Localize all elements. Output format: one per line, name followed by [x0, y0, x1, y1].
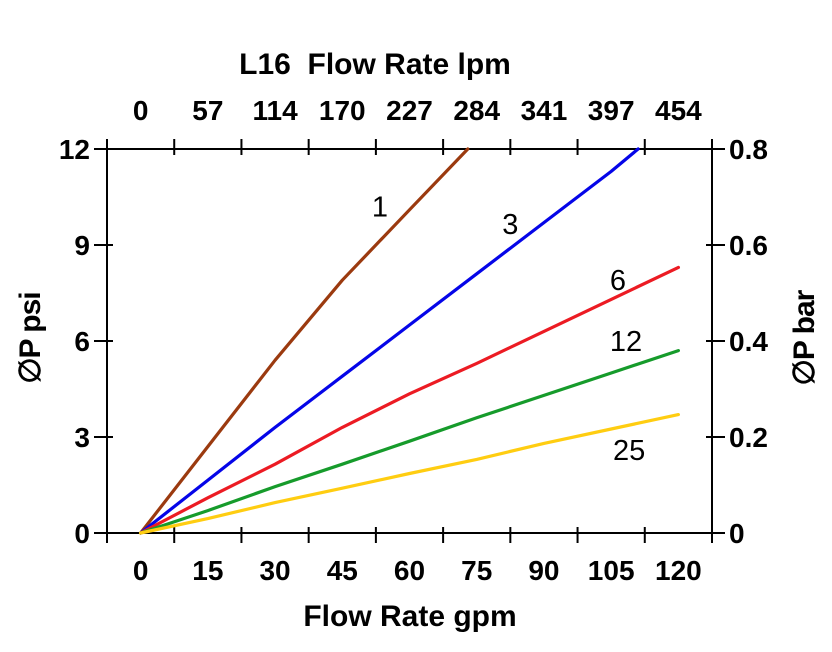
x-tick-label-top-0: 0	[133, 95, 149, 126]
x-tick-label-bottom-2: 30	[259, 555, 290, 586]
y-tick-label-right-4: 0	[729, 518, 745, 549]
y-axis-title-right: ∅P bar	[788, 290, 821, 386]
x-tick-label-top-8: 454	[655, 95, 702, 126]
series-line-12	[139, 349, 681, 535]
y-tick-label-left-2: 6	[74, 326, 90, 357]
x-axis-title: Flow Rate gpm	[303, 600, 517, 633]
x-tick-label-top-3: 170	[319, 95, 366, 126]
y-tick-label-left-4: 0	[74, 518, 90, 549]
x-tick-label-bottom-7: 105	[588, 555, 635, 586]
x-tick-label-bottom-1: 15	[192, 555, 223, 586]
series-line-6	[139, 265, 681, 535]
x-tick-label-bottom-4: 60	[394, 555, 425, 586]
x-tick-label-bottom-8: 120	[655, 555, 702, 586]
y-axis-title-left: ∅P psi	[14, 292, 47, 384]
y-tick-label-left-1: 9	[74, 230, 90, 261]
x-tick-label-top-4: 227	[386, 95, 433, 126]
x-tick-label-top-7: 397	[588, 95, 635, 126]
x-tick-label-bottom-3: 45	[327, 555, 358, 586]
chart-title: L16 Flow Rate lpm	[239, 48, 511, 81]
series-label-3: 3	[502, 209, 518, 241]
y-tick-label-right-3: 0.2	[729, 422, 768, 453]
series-line-1	[139, 147, 470, 535]
x-tick-label-bottom-6: 90	[528, 555, 559, 586]
x-tick-label-bottom-0: 0	[133, 555, 149, 586]
series-label-25: 25	[613, 435, 645, 467]
x-tick-label-top-5: 284	[453, 95, 500, 126]
x-tick-label-bottom-5: 75	[461, 555, 492, 586]
series-label-6: 6	[610, 265, 626, 297]
x-tick-label-top-1: 57	[192, 95, 223, 126]
y-tick-label-right-0: 0.8	[729, 134, 768, 165]
series-line-3	[139, 147, 640, 535]
series-line-25	[139, 413, 681, 535]
series-label-12: 12	[610, 326, 642, 358]
y-tick-label-left-0: 12	[59, 134, 90, 165]
series-label-1: 1	[372, 192, 388, 224]
x-tick-label-top-2: 114	[252, 95, 298, 126]
y-tick-label-left-3: 3	[74, 422, 90, 453]
x-tick-label-top-6: 341	[521, 95, 568, 126]
y-tick-label-right-2: 0.4	[729, 326, 768, 357]
y-tick-label-right-1: 0.6	[729, 230, 768, 261]
